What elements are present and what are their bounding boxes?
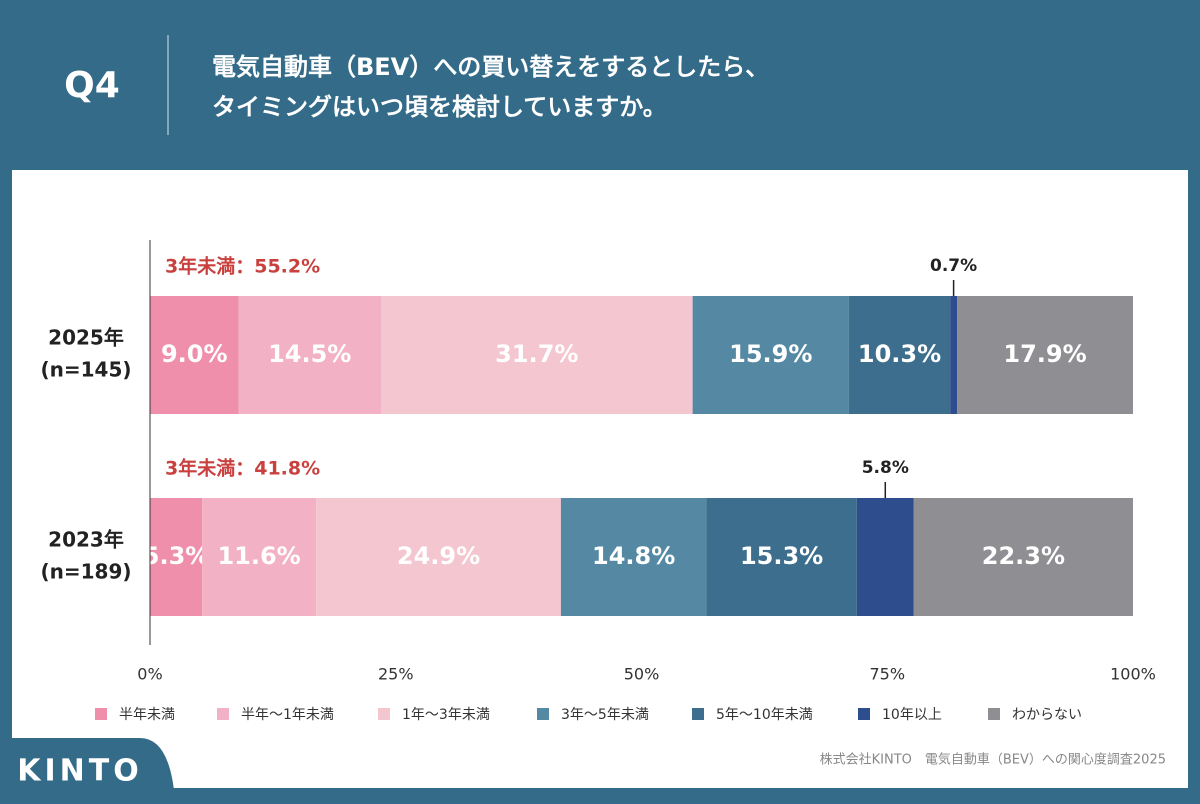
sample-size: (n=145) [40,358,131,382]
value-label: 15.3% [740,542,823,570]
value-label: 11.6% [217,542,300,570]
legend-swatch [692,708,704,720]
legend-label: 10年以上 [882,707,942,723]
x-tick-label: 100% [1110,665,1156,684]
question-line: タイミングはいつ頃を検討していますか。 [212,93,667,121]
category-label: 2023年 [48,528,124,552]
x-tick-label: 75% [869,665,905,684]
legend-swatch [217,708,229,720]
annotation: 3年未満：41.8% [165,457,320,480]
value-label: 24.9% [397,542,480,570]
source: 株式会社KINTO 電気自動車（BEV）への関心度調査2025 [820,752,1166,768]
bar-segment [856,498,914,616]
logo-tab [0,738,175,800]
legend-swatch [95,708,107,720]
legend-label: 3年～5年未満 [561,707,649,723]
badge: Q4 [64,65,120,106]
value-label: 5.8% [862,458,909,478]
legend-swatch [858,708,870,720]
value-label: 14.5% [268,340,351,368]
legend-swatch [378,708,390,720]
value-label: 17.9% [1003,340,1086,368]
legend-swatch [537,708,549,720]
value-label: 10.3% [858,340,941,368]
legend-label: 半年～1年未満 [241,707,334,723]
legend-label: わからない [1012,707,1082,723]
value-label: 31.7% [495,340,578,368]
bar-segment [150,498,203,616]
value-label: 14.8% [592,542,675,570]
value-label: 9.0% [161,340,228,368]
bar-segment [202,498,317,616]
bar-segment [316,498,561,616]
x-tick-label: 0% [137,665,162,684]
legend-label: 5年～10年未満 [716,707,813,723]
value-label: 5.3% [143,542,210,570]
x-tick-label: 50% [624,665,660,684]
category-label: 2025年 [48,326,124,350]
panel [12,170,1188,788]
bar-segment [238,296,382,414]
bar-segment [950,296,958,414]
value-label: 15.9% [729,340,812,368]
x-tick-label: 25% [378,665,414,684]
logo: KINTO [17,754,142,789]
value-label: 22.3% [982,542,1065,570]
bar-segment [913,498,1133,616]
legend-swatch [988,708,1000,720]
legend-label: 1年～3年未満 [402,707,490,723]
bar-segment [692,296,849,414]
bar-segment [150,296,239,414]
bar-segment [560,498,707,616]
value-label: 0.7% [930,256,977,276]
chart: 2025年 (n=145) 3年未満：55.2% 9.0% 14.5% 31.7% 15.9… [40,240,1156,723]
bar-segment [957,296,1133,414]
bar-segment [381,296,693,414]
annotation: 3年未満：55.2% [165,255,320,278]
bar-segment [706,498,857,616]
question-line: 電気自動車（BEV）への買い替えをするとしたら、 [212,53,769,81]
bar-segment [848,296,951,414]
sample-size: (n=189) [40,560,131,584]
legend-label: 半年未満 [119,707,175,723]
